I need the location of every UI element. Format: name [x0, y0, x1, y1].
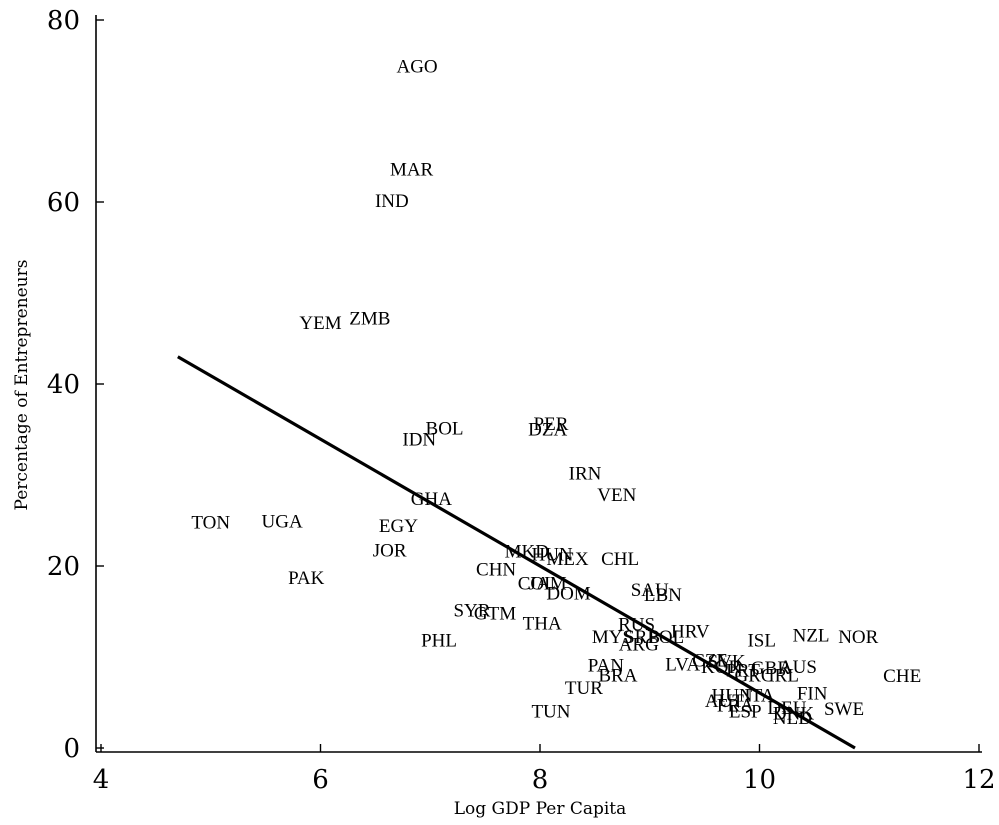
x-tick-label: 6	[312, 765, 329, 795]
point-label-ind: IND	[375, 191, 409, 212]
point-label-jor: JOR	[373, 541, 407, 562]
point-label-tun: TUN	[531, 702, 570, 723]
y-axis-title: Percentage of Entrepreneurs	[12, 260, 32, 511]
point-label-isl: ISL	[747, 631, 776, 652]
y-tick-label: 40	[47, 370, 80, 400]
point-label-nzl: NZL	[793, 625, 830, 646]
point-label-chn: CHN	[476, 560, 516, 581]
y-tick-label: 20	[47, 552, 80, 582]
point-label-fin: FIN	[797, 683, 828, 704]
point-label-ago: AGO	[396, 57, 437, 78]
point-label-hun: HUN	[711, 685, 752, 706]
point-label-fra: FRA	[717, 695, 754, 716]
x-tick-label: 4	[93, 765, 110, 795]
point-label-yem: YEM	[299, 313, 341, 334]
point-label-dza: DZA	[528, 420, 567, 441]
point-label-idn: IDN	[402, 430, 436, 451]
point-label-chl: CHL	[601, 549, 639, 570]
point-label-gtm: GTM	[474, 603, 516, 624]
point-label-mys: MYS	[592, 627, 633, 648]
point-label-hrv: HRV	[671, 622, 710, 643]
point-label-lbn: LBN	[644, 585, 682, 606]
point-label-col: COL	[518, 573, 556, 594]
x-tick-label: 8	[532, 765, 549, 795]
point-label-tur: TUR	[565, 678, 603, 699]
point-label-nld: NLD	[773, 708, 812, 729]
point-label-svk: SVK	[708, 652, 746, 673]
point-label-rus: RUS	[618, 614, 655, 635]
point-label-tha: THA	[523, 613, 562, 634]
point-label-dnk: DNK	[773, 704, 814, 725]
point-label-aus: AUS	[779, 657, 817, 678]
point-label-nor: NOR	[838, 627, 878, 648]
point-label-irn: IRN	[569, 463, 602, 484]
y-tick-label: 0	[63, 734, 80, 764]
point-label-srb: SRB	[624, 627, 660, 648]
axis-ticks: 4 6 8 10 12 0 20 40 60 80	[47, 6, 996, 795]
fit-line-group	[177, 355, 856, 750]
point-label-mex: MEX	[546, 549, 589, 570]
point-label-che: CHE	[883, 666, 921, 687]
point-label-phl: PHL	[421, 631, 457, 652]
point-label-gbr: GBR	[751, 658, 790, 679]
regression-fit-line	[177, 355, 856, 750]
point-label-dom: DOM	[546, 583, 590, 604]
point-label-swe: SWE	[824, 699, 864, 720]
point-label-gha: GHA	[411, 489, 452, 510]
x-tick-label: 10	[743, 765, 776, 795]
point-label-mar: MAR	[390, 159, 434, 180]
point-label-syr: SYR	[453, 601, 490, 622]
point-label-uga: UGA	[262, 512, 303, 533]
point-label-kor: KOR	[701, 657, 741, 678]
point-label-cze: CZE	[692, 651, 728, 672]
point-label-arg: ARG	[619, 634, 659, 655]
point-label-ita: ITA	[744, 685, 774, 706]
x-tick-label: 12	[962, 765, 995, 795]
point-label-per: PER	[534, 414, 569, 435]
point-label-mkd: MKD	[505, 542, 549, 563]
point-label-sau: SAU	[631, 580, 669, 601]
x-axis-title: Log GDP Per Capita	[454, 799, 627, 819]
point-label-zmb: ZMB	[349, 309, 390, 330]
point-label-aut: AUT	[705, 691, 744, 712]
point-label-lva: LVA	[665, 654, 700, 675]
point-label-egy: EGY	[379, 516, 418, 537]
point-label-grc: GRC	[734, 665, 773, 686]
point-label-prt: PRT	[726, 661, 760, 682]
y-tick-label: 80	[47, 6, 80, 36]
y-tick-label: 60	[47, 188, 80, 218]
point-label-irl: IRL	[768, 665, 799, 686]
point-label-hun: HUN	[531, 544, 572, 565]
point-label-ton: TON	[191, 512, 230, 533]
point-label-pak: PAK	[288, 568, 325, 589]
point-label-bol: BOL	[426, 419, 464, 440]
point-label-pol: POL	[648, 627, 684, 648]
point-label-deu: DEU	[767, 698, 806, 719]
point-label-jam: JAM	[529, 573, 567, 594]
point-label-ven: VEN	[597, 485, 636, 506]
point-label-pan: PAN	[588, 655, 625, 676]
point-label-esp: ESP	[729, 702, 762, 723]
point-label-bra: BRA	[598, 665, 637, 686]
